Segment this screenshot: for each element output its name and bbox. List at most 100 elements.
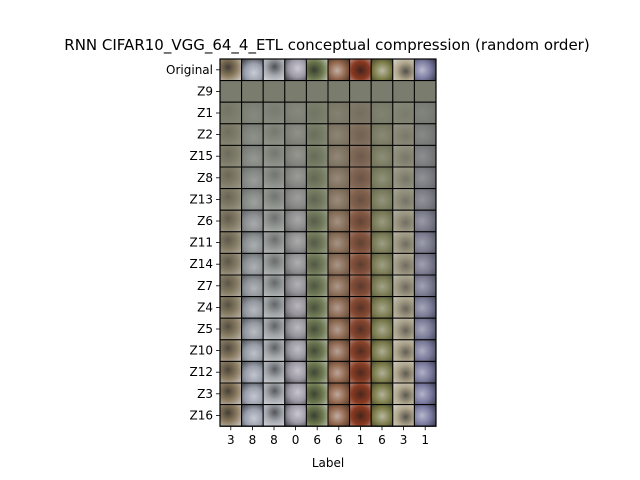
image-cell: [349, 80, 372, 103]
image-cell: [413, 296, 437, 319]
image-cell: [305, 188, 329, 211]
image-cell: [262, 58, 286, 82]
image-cell: [219, 231, 243, 254]
image-cell: [392, 274, 415, 298]
image-cell: [413, 404, 437, 427]
image-cell: [349, 404, 372, 427]
image-cell: [305, 339, 329, 362]
image-cell: [241, 360, 264, 384]
image-cell: [349, 274, 372, 298]
image-cell: [327, 166, 351, 190]
image-cell: [305, 58, 329, 82]
image-cell: [241, 296, 264, 319]
image-cell: [392, 80, 415, 103]
image-cell: [262, 339, 286, 362]
image-cell: [370, 360, 394, 384]
image-cell: [392, 144, 415, 168]
image-cell: [392, 382, 415, 406]
image-cell: [305, 209, 329, 233]
image-cell: [241, 252, 264, 276]
image-cell: [305, 101, 329, 125]
image-cell: [262, 123, 286, 146]
image-cell: [413, 80, 437, 103]
image-cell: [241, 382, 264, 406]
image-cell: [219, 339, 243, 362]
image-cell: [349, 166, 372, 190]
image-cell: [327, 296, 351, 319]
image-cell: [262, 296, 286, 319]
image-cell: [262, 166, 286, 190]
image-cell: [262, 360, 286, 384]
image-cell: [370, 123, 394, 146]
image-cell: [305, 317, 329, 341]
image-cell: [327, 101, 351, 125]
image-cell: [392, 231, 415, 254]
image-cell: [241, 166, 264, 190]
image-cell: [413, 274, 437, 298]
image-cell: [392, 317, 415, 341]
y-tick-label: Z1: [197, 106, 213, 120]
image-cell: [284, 360, 307, 384]
image-cell: [413, 231, 437, 254]
image-cell: [370, 404, 394, 427]
image-cell: [305, 166, 329, 190]
image-cell: [392, 209, 415, 233]
image-cell: [327, 188, 351, 211]
image-cell: [219, 58, 243, 82]
image-cell: [327, 144, 351, 168]
image-cell: [349, 231, 372, 254]
image-cell: [241, 58, 264, 82]
image-cell: [305, 360, 329, 384]
image-cell: [349, 339, 372, 362]
image-cell: [413, 166, 437, 190]
image-cell: [392, 339, 415, 362]
image-cell: [219, 166, 243, 190]
image-cell: [370, 252, 394, 276]
image-cell: [305, 144, 329, 168]
image-cell: [262, 188, 286, 211]
y-tick-label: Z7: [197, 279, 213, 293]
image-cell: [284, 123, 307, 146]
image-cell: [241, 209, 264, 233]
x-tick-label: 6: [335, 433, 343, 447]
y-tick-label: Z11: [190, 236, 214, 250]
image-cell: [262, 209, 286, 233]
image-cell: [413, 58, 437, 82]
image-cell: [284, 252, 307, 276]
image-cell: [284, 144, 307, 168]
image-cell: [349, 58, 372, 82]
image-cell: [370, 209, 394, 233]
image-cell: [327, 80, 351, 103]
image-cell: [219, 382, 243, 406]
image-cell: [241, 80, 264, 103]
image-cell: [370, 166, 394, 190]
image-cell: [349, 188, 372, 211]
x-tick-label: 1: [421, 433, 429, 447]
image-cell: [262, 274, 286, 298]
image-cell: [413, 144, 437, 168]
image-cell: [305, 252, 329, 276]
image-cell: [413, 317, 437, 341]
y-tick-label: Z6: [197, 214, 213, 228]
image-cell: [284, 58, 307, 82]
image-cell: [327, 209, 351, 233]
image-cell: [241, 188, 264, 211]
image-cell: [413, 123, 437, 146]
image-cell: [284, 188, 307, 211]
image-cell: [219, 360, 243, 384]
image-cell: [349, 209, 372, 233]
image-cell: [349, 252, 372, 276]
y-tick-label: Z13: [190, 192, 214, 206]
image-cell: [327, 123, 351, 146]
image-cell: [284, 101, 307, 125]
image-cell: [262, 317, 286, 341]
image-cell: [262, 231, 286, 254]
image-cell: [349, 144, 372, 168]
image-cell: [284, 274, 307, 298]
image-cell: [219, 209, 243, 233]
x-tick-label: 1: [357, 433, 365, 447]
image-cell: [349, 123, 372, 146]
image-cell: [370, 144, 394, 168]
